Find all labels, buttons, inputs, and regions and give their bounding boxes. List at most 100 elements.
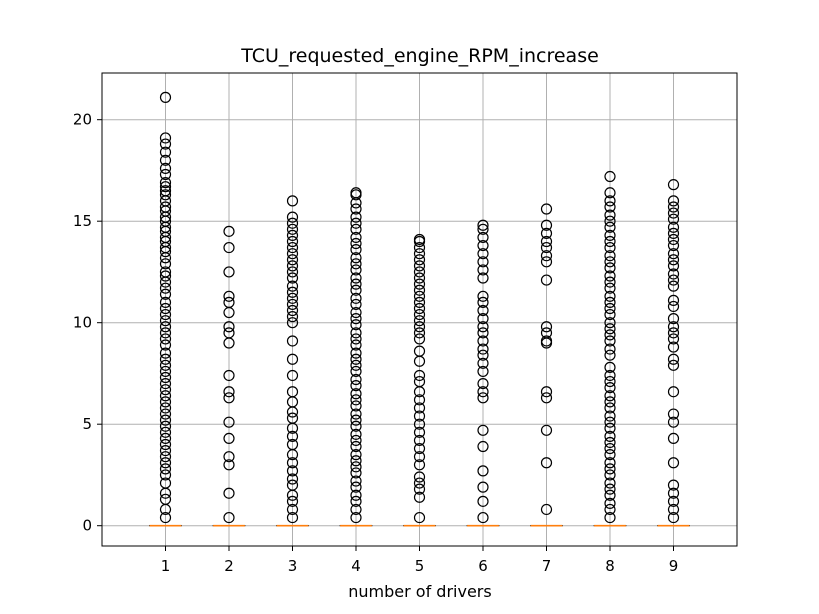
flier-point [667, 313, 680, 325]
flier-point [159, 258, 172, 270]
flier-point [540, 386, 553, 398]
flier-point [667, 333, 680, 345]
flier-point [413, 278, 426, 290]
box-group-4 [339, 187, 373, 527]
x-tick-label: 5 [415, 557, 425, 575]
flier-point [667, 341, 680, 353]
flier-point [540, 274, 553, 286]
flier-point [350, 278, 362, 290]
flier-point [604, 282, 616, 294]
flier-point [350, 319, 362, 331]
flier-point [159, 252, 172, 264]
flier-point [286, 473, 299, 485]
flier-point [667, 268, 680, 280]
flier-point [159, 181, 172, 193]
flier-point [604, 436, 616, 449]
flier-point [667, 294, 680, 306]
y-tick-label: 0 [82, 517, 92, 535]
flier-point [604, 229, 616, 242]
flier-point [350, 353, 362, 365]
flier-point [604, 402, 616, 414]
flier-point [286, 489, 299, 501]
flier-point [223, 511, 235, 524]
axis-ticks: 1 2 3 4 5 6 7 8 9 0 5 10 15 20 [73, 111, 678, 575]
flier-point [604, 209, 616, 221]
flier-point [667, 511, 680, 524]
flier-point [286, 503, 299, 516]
flier-point [477, 327, 489, 339]
flier-point [286, 217, 299, 229]
flier-point [159, 371, 172, 384]
flier-point [667, 408, 680, 420]
flier-point [350, 503, 362, 516]
flier-point [413, 483, 426, 495]
flier-point [604, 343, 616, 355]
flier-point [604, 317, 616, 329]
flier-point [159, 270, 172, 282]
box-group-7 [530, 203, 563, 527]
flier-point [477, 343, 489, 355]
flier-point [477, 296, 489, 308]
flier-point [667, 179, 680, 191]
flier-point [350, 434, 362, 447]
flier-point [413, 333, 426, 345]
flier-point [413, 459, 426, 471]
flier-point [350, 475, 362, 487]
flier-point [286, 241, 299, 254]
flier-point [667, 386, 680, 398]
flier-point [667, 487, 680, 499]
flier-point [159, 438, 172, 451]
x-tick-label: 1 [161, 557, 171, 575]
flier-point [667, 233, 680, 246]
flier-point [159, 132, 172, 144]
flier-point [350, 400, 362, 412]
flier-point [413, 266, 426, 278]
x-tick-label: 4 [351, 557, 361, 575]
flier-point [604, 442, 616, 455]
flier-point [604, 396, 616, 408]
box-group-9 [657, 179, 690, 527]
flier-point [350, 440, 362, 453]
flier-point [159, 168, 172, 181]
flier-point [413, 308, 426, 321]
flier-point [350, 272, 362, 284]
x-tick-label: 6 [478, 557, 488, 575]
flier-point [604, 449, 616, 461]
flier-point [413, 241, 426, 254]
flier-point [604, 250, 616, 262]
flier-point [350, 408, 362, 420]
flier-point [667, 327, 680, 339]
flier-point [223, 416, 235, 428]
flier-point [604, 221, 616, 233]
flier-point [604, 497, 616, 509]
flier-point [286, 335, 299, 347]
flier-point [223, 386, 235, 398]
flier-point [667, 300, 680, 313]
chart-title: TCU_requested_engine_RPM_increase [240, 45, 599, 67]
flier-point [159, 487, 172, 499]
flier-point [159, 308, 172, 321]
flier-point [159, 154, 172, 166]
flier-point [350, 481, 362, 493]
flier-point [667, 227, 680, 239]
flier-point [477, 392, 489, 404]
flier-point [604, 323, 616, 335]
flier-point [540, 503, 553, 516]
flier-point [477, 264, 489, 276]
flier-point [159, 162, 172, 175]
flier-point [540, 227, 553, 239]
flier-point [477, 256, 489, 268]
flier-point [350, 189, 362, 201]
flier-point [223, 321, 235, 333]
flier-point [286, 223, 299, 235]
flier-point [350, 511, 362, 524]
flier-point [477, 365, 489, 378]
flier-point [159, 426, 172, 438]
flier-point [477, 239, 489, 252]
flier-point [286, 511, 299, 524]
flier-point [667, 416, 680, 428]
flier-point [350, 373, 362, 386]
flier-point [477, 511, 489, 524]
flier-point [159, 402, 172, 414]
